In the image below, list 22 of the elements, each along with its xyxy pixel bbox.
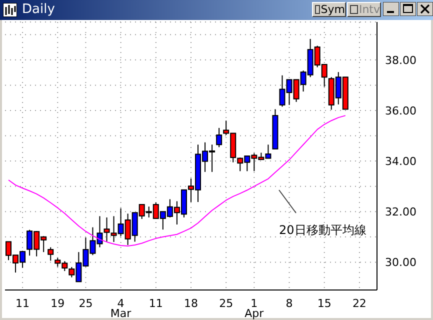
y-tick-label: 36.00 [385, 104, 416, 118]
candlestick [216, 127, 222, 148]
y-tick-label: 32.00 [385, 206, 416, 219]
checkbox-button: Intv [347, 2, 381, 17]
chart-title: Daily [22, 2, 55, 17]
checkbox-button: Sym [312, 2, 346, 17]
x-tick-label: 22 [352, 297, 366, 310]
x-tick-label: 25 [78, 297, 93, 310]
annotation: 20日移動平均線 [279, 222, 366, 239]
x-tick-label: 11 [16, 297, 30, 310]
x-tick-label: 4 Mar [110, 297, 132, 320]
y-tick-label: 30.00 [385, 256, 416, 270]
x-tick-label: 18 [184, 297, 198, 310]
x-tick-label: 15 [317, 297, 332, 310]
x-tick-label: 19 [50, 297, 65, 310]
x-tick-label: 8 [286, 297, 293, 310]
x-tick-label: 1 Apr [244, 297, 264, 320]
x-tick-label: 25 [219, 297, 234, 310]
y-tick-label: 34.00 [385, 154, 416, 168]
y-tick-label: 38.00 [385, 54, 416, 67]
candlestick [48, 246, 54, 262]
x-tick-label: 11 [148, 297, 163, 310]
